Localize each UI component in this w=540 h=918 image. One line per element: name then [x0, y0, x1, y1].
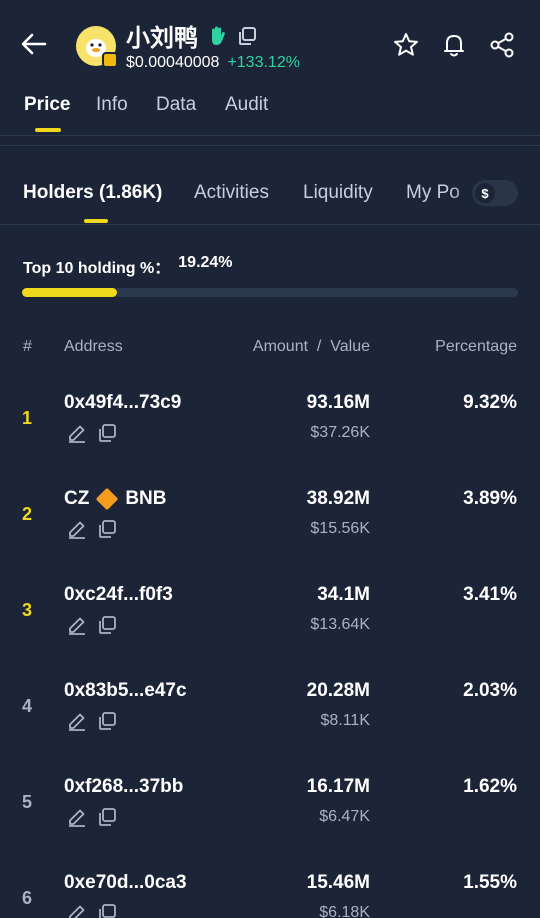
copy-icon[interactable]	[96, 806, 118, 828]
holder-address-link[interactable]: 0x83b5...e47c	[64, 680, 187, 702]
active-tab-indicator	[35, 128, 61, 132]
tab-liquidity[interactable]: Liquidity	[303, 182, 373, 203]
holder-rank: 3	[22, 600, 33, 620]
holder-address: 0xf268...37bb	[64, 776, 184, 797]
holder-percentage: 3.41%	[463, 584, 517, 605]
token-name: 小刘鸭	[126, 24, 198, 52]
copy-icon[interactable]	[96, 614, 118, 636]
share-button[interactable]	[487, 30, 517, 60]
top10-label: Top 10 holding %：	[23, 260, 171, 277]
holder-address-link[interactable]: 0xe70d...0ca3	[64, 872, 187, 894]
chain-badge	[102, 52, 118, 68]
holder-amount: 16.17M	[306, 776, 370, 797]
duck-icon	[86, 39, 106, 57]
copy-icon[interactable]	[236, 25, 258, 47]
holder-address: 0x49f4...73c9	[64, 392, 182, 413]
top10-holding: Top 10 holding %： 19.24%	[23, 254, 233, 278]
active-subtab-indicator	[84, 219, 108, 223]
holder-row[interactable]: 5 0xf268...37bb 16.17M $6.47K 1.62%	[0, 762, 540, 858]
token-price: $0.00040008	[126, 54, 220, 71]
holder-amount: 93.16M	[306, 392, 370, 413]
tab-info[interactable]: Info	[96, 94, 128, 115]
holder-percentage: 2.03%	[463, 680, 517, 701]
holder-rank: 5	[22, 792, 33, 812]
holder-value: $6.47K	[319, 808, 370, 825]
top10-progress-fill	[22, 288, 118, 297]
star-icon	[394, 33, 418, 56]
bnb-diamond-icon	[96, 487, 119, 511]
currency-toggle[interactable]: $	[472, 180, 518, 206]
pencil-icon[interactable]	[66, 902, 88, 918]
holder-amount: 20.28M	[306, 680, 370, 701]
holder-value: $37.26K	[310, 424, 370, 441]
bell-icon	[444, 34, 464, 57]
top10-value: 19.24%	[178, 254, 233, 271]
tab-audit[interactable]: Audit	[225, 94, 269, 115]
top10-progress-bar	[22, 288, 518, 297]
pencil-icon[interactable]	[66, 806, 88, 828]
alert-button[interactable]	[439, 30, 469, 60]
copy-icon[interactable]	[96, 710, 118, 732]
holder-row[interactable]: 3 0xc24f...f0f3 34.1M $13.64K 3.41%	[0, 570, 540, 666]
holder-rank: 1	[22, 408, 33, 428]
holder-rank: 2	[22, 504, 33, 524]
main-tabs: Price Info Data Audit	[0, 86, 540, 136]
holder-address: 0x83b5...e47c	[64, 680, 187, 701]
dollar-icon: $	[475, 183, 495, 203]
pencil-icon[interactable]	[66, 710, 88, 732]
pencil-icon[interactable]	[66, 422, 88, 444]
arrow-left-icon	[21, 33, 47, 55]
favorite-button[interactable]	[391, 30, 421, 60]
holder-value: $8.11K	[320, 712, 370, 729]
holder-address: CZ	[64, 488, 90, 509]
column-amount-value[interactable]: Amount / Value	[252, 338, 370, 355]
holder-address: 0xc24f...f0f3	[64, 584, 173, 605]
holder-address: 0xe70d...0ca3	[64, 872, 187, 893]
holder-amount: 15.46M	[306, 872, 370, 893]
holder-percentage: 9.32%	[463, 392, 517, 413]
copy-icon[interactable]	[96, 518, 118, 540]
copy-icon[interactable]	[96, 422, 118, 444]
token-avatar	[76, 26, 116, 66]
tab-price[interactable]: Price	[24, 94, 71, 115]
holder-amount: 34.1M	[317, 584, 370, 605]
back-button[interactable]	[18, 28, 50, 60]
copy-icon[interactable]	[96, 902, 118, 918]
price-change: +133.12%	[227, 54, 300, 71]
tab-my-position[interactable]: My Po	[406, 182, 460, 203]
holder-rank: 6	[22, 888, 33, 908]
holder-percentage: 1.55%	[463, 872, 517, 893]
column-rank: #	[23, 338, 32, 355]
header: 小刘鸭 $0.00040008 +133.12%	[0, 0, 540, 86]
holder-row[interactable]: 2 CZ BNB 38.92M $15.56K 3.89%	[0, 474, 540, 570]
holder-address-link[interactable]: CZ BNB	[64, 487, 167, 511]
tab-holders[interactable]: Holders (1.86K)	[23, 182, 163, 203]
holder-address-link[interactable]: 0xf268...37bb	[64, 776, 183, 798]
tab-activities[interactable]: Activities	[194, 182, 269, 203]
holder-address-link[interactable]: 0x49f4...73c9	[64, 392, 181, 414]
holder-percentage: 3.89%	[463, 488, 517, 509]
holder-rank: 4	[22, 696, 33, 716]
holder-value: $13.64K	[310, 616, 370, 633]
holder-address-link[interactable]: 0xc24f...f0f3	[64, 584, 173, 606]
holder-percentage: 1.62%	[463, 776, 517, 797]
holder-address-suffix: BNB	[125, 488, 167, 509]
holder-sub-tabs: Holders (1.86K) Activities Liquidity My …	[0, 165, 540, 225]
holder-amount: 38.92M	[306, 488, 370, 509]
pencil-icon[interactable]	[66, 518, 88, 540]
holder-value: $6.18K	[319, 904, 370, 918]
column-address[interactable]: Address	[64, 338, 123, 355]
divider	[0, 145, 540, 146]
column-percentage[interactable]: Percentage	[435, 338, 517, 355]
tab-data[interactable]: Data	[156, 94, 197, 115]
pencil-icon[interactable]	[66, 614, 88, 636]
holder-value: $15.56K	[310, 520, 370, 537]
share-icon	[490, 32, 514, 58]
holder-row[interactable]: 6 0xe70d...0ca3 15.46M $6.18K 1.55%	[0, 858, 540, 918]
holder-row[interactable]: 4 0x83b5...e47c 20.28M $8.11K 2.03%	[0, 666, 540, 762]
hand-icon	[212, 26, 225, 45]
holder-row[interactable]: 1 0x49f4...73c9 93.16M $37.26K 9.32%	[0, 378, 540, 474]
